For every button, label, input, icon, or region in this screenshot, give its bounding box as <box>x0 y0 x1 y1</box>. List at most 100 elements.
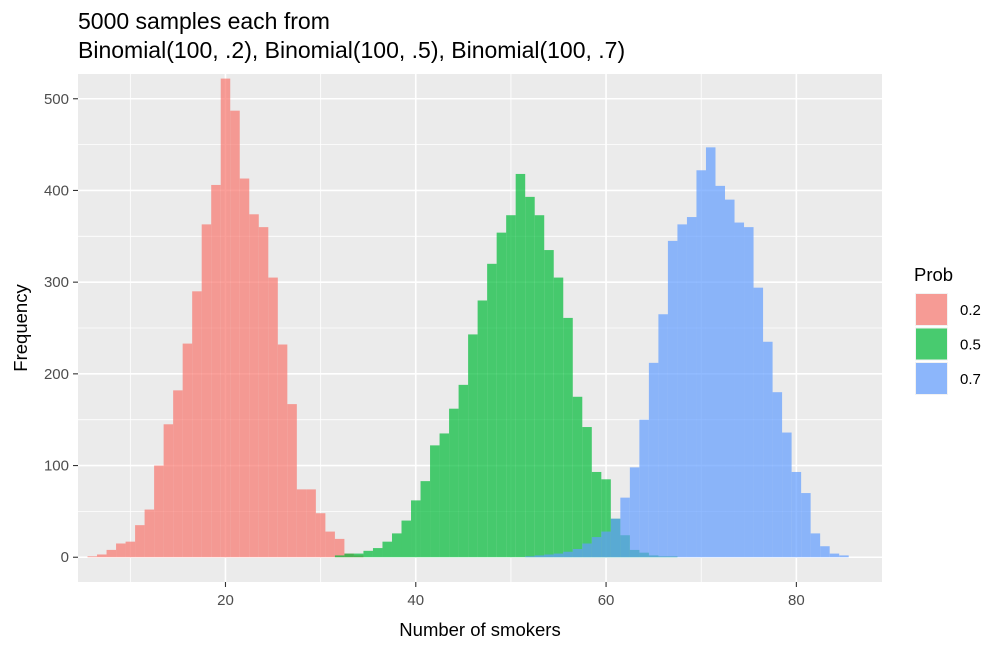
histogram-bar-prob-0.7 <box>582 543 592 558</box>
legend-title: Prob <box>914 264 953 285</box>
histogram-bar-prob-0.5 <box>401 520 412 558</box>
histogram-bar-prob-0.7 <box>753 287 764 558</box>
legend-label: 0.5 <box>960 337 981 354</box>
histogram-bar-prob-0.7 <box>782 432 792 558</box>
histogram-bar-prob-0.7 <box>648 362 659 558</box>
histogram-bar-prob-0.5 <box>334 555 345 558</box>
histogram-bar-prob-0.2 <box>306 489 316 558</box>
histogram-bar-prob-0.5 <box>344 553 354 558</box>
histogram-bar-prob-0.5 <box>430 445 440 558</box>
histogram-bar-prob-0.7 <box>677 224 687 558</box>
histogram-bar-prob-0.2 <box>230 110 240 558</box>
histogram-bar-prob-0.2 <box>135 525 145 558</box>
histogram-bar-prob-0.5 <box>553 277 564 558</box>
histogram-bar-prob-0.2 <box>173 390 183 558</box>
histogram-bar-prob-0.2 <box>268 277 278 558</box>
histogram-bar-prob-0.5 <box>382 541 392 558</box>
histogram-bar-prob-0.2 <box>277 344 288 558</box>
histogram-bar-prob-0.7 <box>772 392 783 558</box>
histogram-bar-prob-0.2 <box>296 489 307 558</box>
histogram-bar-prob-0.2 <box>144 509 155 558</box>
y-tick-label: 500 <box>44 91 69 108</box>
histogram-bar-prob-0.7 <box>563 551 573 558</box>
histogram-bar-prob-0.5 <box>591 471 602 558</box>
histogram-bar-prob-0.5 <box>411 500 421 558</box>
histogram-bar-prob-0.7 <box>744 227 754 558</box>
histogram-bar-prob-0.2 <box>211 184 221 558</box>
histogram-bar-prob-0.7 <box>639 419 649 558</box>
histogram-bar-prob-0.5 <box>544 250 554 558</box>
histogram-bar-prob-0.7 <box>610 518 621 558</box>
histogram-bar-prob-0.2 <box>201 224 212 558</box>
histogram-bar-prob-0.2 <box>220 78 231 558</box>
histogram-bar-prob-0.2 <box>97 554 107 558</box>
histogram-bar-prob-0.2 <box>315 513 326 558</box>
histogram-bar-prob-0.5 <box>363 550 373 558</box>
histogram-bar-prob-0.7 <box>801 493 811 558</box>
y-tick-label: 0 <box>61 549 69 566</box>
histogram-bar-prob-0.5 <box>372 548 383 558</box>
histogram-bar-prob-0.7 <box>667 240 678 558</box>
y-axis-title: Frequency <box>10 284 31 372</box>
x-tick-label: 20 <box>217 592 234 609</box>
legend-key-swatch <box>916 328 947 360</box>
histogram-bar-prob-0.7 <box>620 497 630 558</box>
histogram-bar-prob-0.7 <box>725 199 735 558</box>
histogram-bar-prob-0.5 <box>353 553 364 558</box>
histogram-bar-prob-0.2 <box>163 424 174 558</box>
histogram-bar-prob-0.2 <box>116 543 126 558</box>
histogram-bar-prob-0.7 <box>820 546 830 558</box>
histogram-bar-prob-0.7 <box>763 341 773 558</box>
histogram-bar-prob-0.2 <box>249 214 259 558</box>
histogram-bar-prob-0.5 <box>458 384 469 558</box>
legend-label: 0.2 <box>960 302 981 319</box>
histogram-bar-prob-0.7 <box>686 217 697 558</box>
histogram-bar-prob-0.7 <box>629 467 640 558</box>
histogram-bar-prob-0.7 <box>715 185 726 558</box>
histogram-bar-prob-0.2 <box>106 549 117 558</box>
histogram-bar-prob-0.2 <box>287 404 297 558</box>
histogram-bar-prob-0.2 <box>258 227 269 558</box>
histogram-bar-prob-0.7 <box>839 555 849 558</box>
histogram-bar-prob-0.2 <box>182 343 193 558</box>
histogram-bar-prob-0.7 <box>553 553 564 558</box>
histogram-bar-prob-0.7 <box>829 553 840 558</box>
x-tick-label: 80 <box>788 592 805 609</box>
histogram-bar-prob-0.5 <box>391 533 402 558</box>
histogram-bar-prob-0.2 <box>192 291 202 558</box>
histogram-bar-prob-0.7 <box>791 471 802 558</box>
histogram-bar-prob-0.5 <box>468 334 478 558</box>
histogram-bar-prob-0.5 <box>477 300 488 558</box>
histogram-bar-prob-0.7 <box>696 170 706 558</box>
histogram-bar-prob-0.7 <box>572 548 583 558</box>
chart-title-line-2: Binomial(100, .2), Binomial(100, .5), Bi… <box>78 37 626 63</box>
x-axis-title: Number of smokers <box>399 619 560 640</box>
x-tick-label: 40 <box>407 592 424 609</box>
legend-key-swatch <box>916 363 947 394</box>
y-tick-label: 100 <box>44 458 69 475</box>
histogram-bar-prob-0.7 <box>591 537 602 558</box>
chart-title-line-1: 5000 samples each from <box>78 8 330 34</box>
histogram-bar-prob-0.2 <box>125 541 136 558</box>
histogram-bar-prob-0.2 <box>239 178 250 558</box>
histogram-bar-prob-0.2 <box>87 556 98 558</box>
legend-key-swatch <box>916 294 947 325</box>
histogram-bar-prob-0.7 <box>734 222 745 558</box>
histogram-bar-prob-0.7 <box>601 531 611 558</box>
histogram-bar-prob-0.7 <box>705 147 716 558</box>
histogram-bar-prob-0.2 <box>334 538 345 558</box>
y-tick-label: 400 <box>44 182 69 199</box>
histogram-bar-prob-0.7 <box>544 554 554 558</box>
histogram-bar-prob-0.2 <box>154 465 164 558</box>
x-tick-label: 60 <box>598 592 615 609</box>
histogram-bar-prob-0.7 <box>810 533 821 558</box>
histogram-bar-prob-0.5 <box>506 215 516 558</box>
histogram-bar-prob-0.7 <box>658 314 668 558</box>
histogram-bar-prob-0.5 <box>572 396 583 558</box>
histogram-bar-prob-0.5 <box>496 232 507 558</box>
legend-label: 0.7 <box>960 371 981 388</box>
histogram-bar-prob-0.5 <box>534 215 545 558</box>
histogram-bar-prob-0.5 <box>563 317 573 558</box>
